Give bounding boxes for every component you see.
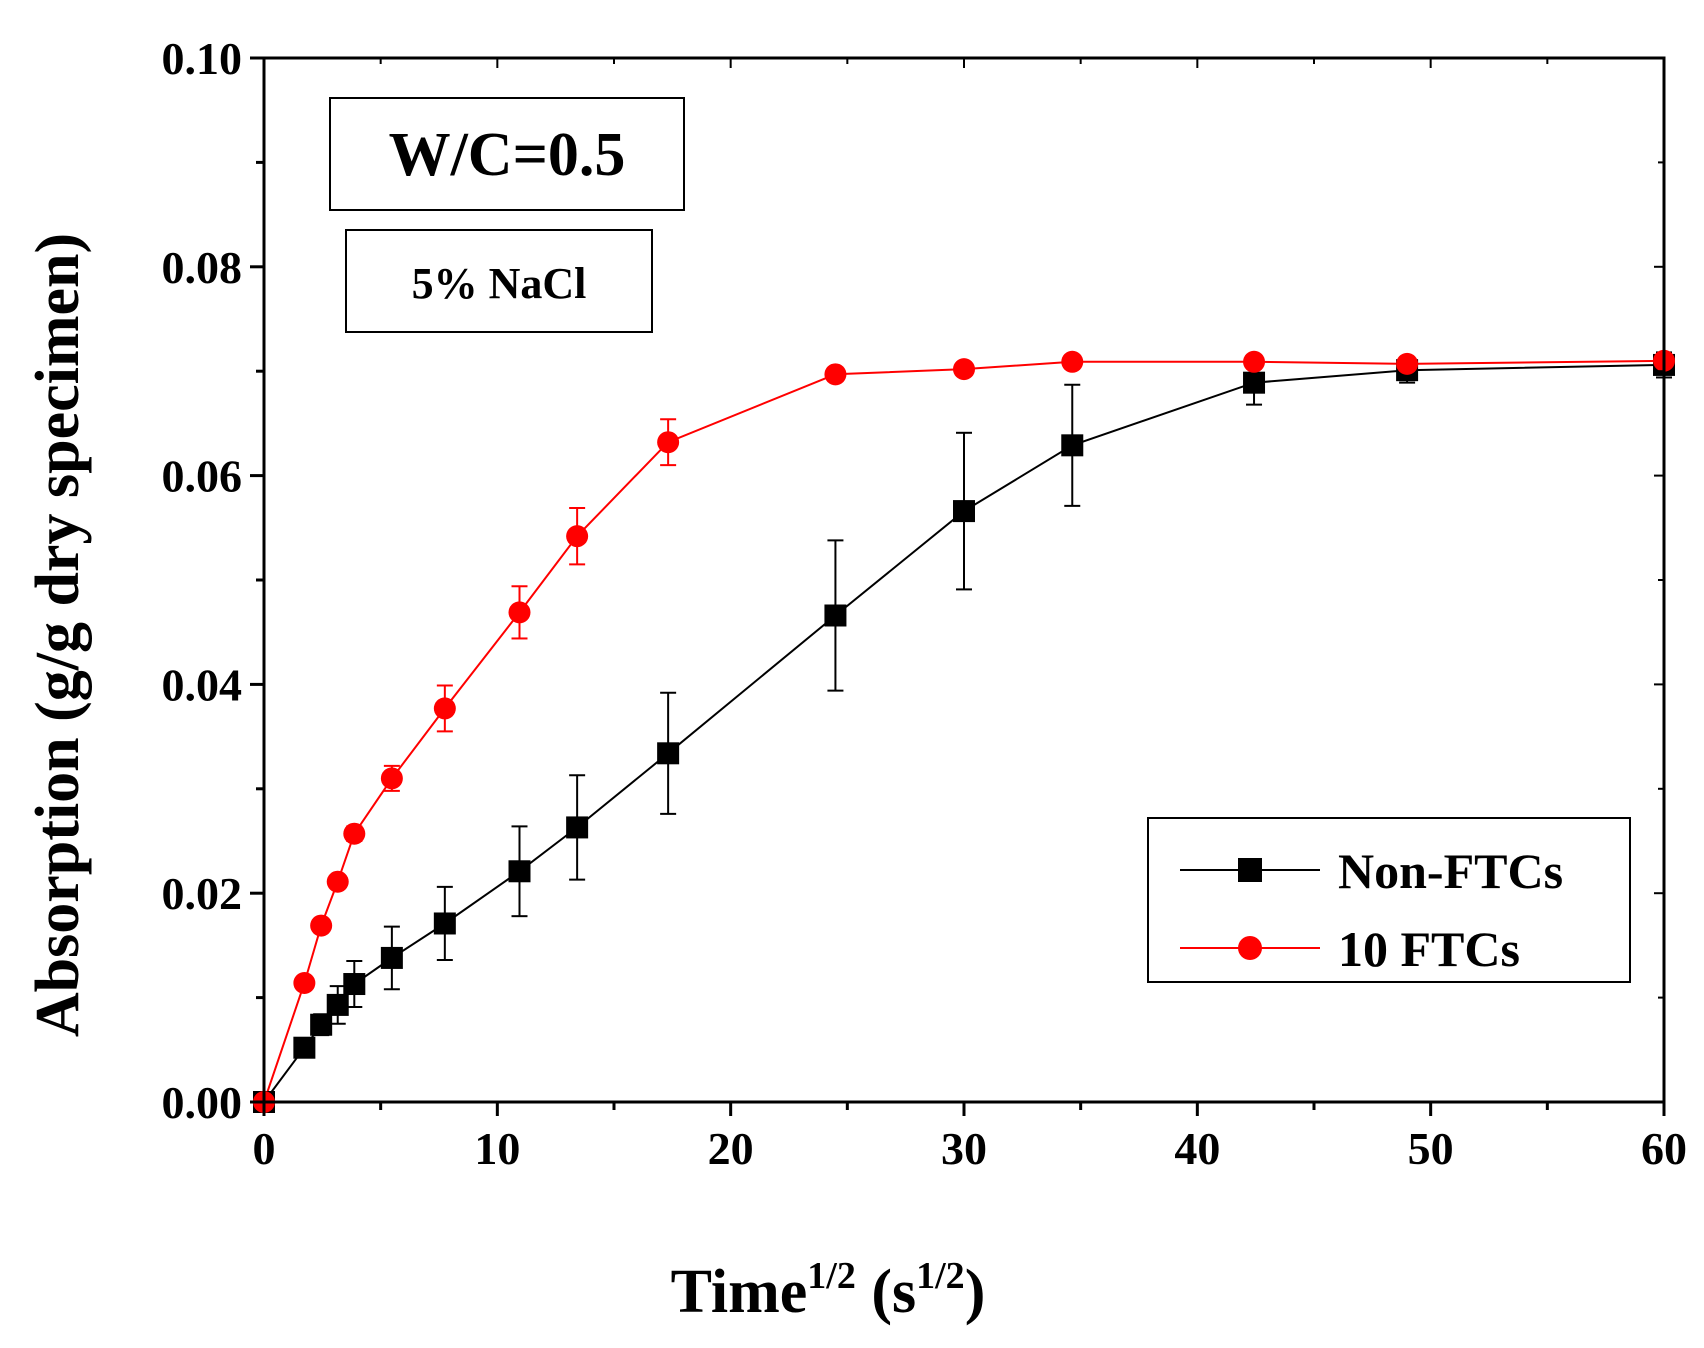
legend-marker-10-ftcs (1238, 936, 1262, 960)
point-10-ftcs (508, 601, 531, 624)
point-non-ftcs (508, 860, 531, 883)
point-10-ftcs (1243, 350, 1266, 373)
point-non-ftcs (566, 816, 589, 839)
point-non-ftcs (1243, 371, 1266, 394)
point-non-ftcs (1061, 434, 1084, 457)
data-markers (253, 349, 1675, 1113)
legend-label-non-ftcs: Non-FTCs (1338, 843, 1563, 899)
point-non-ftcs (953, 500, 975, 523)
x-axis-title: Time1/2 (s1/2) (671, 1255, 986, 1326)
point-10-ftcs (343, 822, 366, 845)
point-10-ftcs (566, 525, 589, 548)
x-tick-label: 60 (1641, 1123, 1687, 1174)
point-10-ftcs (1396, 352, 1419, 375)
point-non-ftcs (824, 604, 847, 627)
point-non-ftcs (343, 973, 366, 996)
point-10-ftcs (293, 971, 316, 994)
x-axis-title-main: Time (671, 1258, 808, 1326)
y-axis-title: Absorption (g/g dry specimen) (24, 233, 92, 1037)
annotation-nacl: 5% NaCl (412, 259, 587, 308)
x-tick-label: 0 (253, 1123, 276, 1174)
x-axis-title-sup: 1/2 (807, 1255, 856, 1297)
x-axis-title-unit: (s (856, 1258, 916, 1326)
x-axis-ticks: 0 10 20 30 40 50 60 (253, 58, 1687, 1174)
point-non-ftcs (293, 1036, 316, 1059)
x-tick-label: 10 (474, 1123, 520, 1174)
x-axis-title-close: ) (965, 1258, 986, 1326)
x-axis-title-unit-sup: 1/2 (916, 1255, 965, 1297)
series-line-10-ftcs (263, 359, 1665, 1103)
point-non-ftcs (657, 742, 680, 765)
point-10-ftcs (310, 914, 333, 937)
legend: Non-FTCs 10 FTCs (1147, 817, 1631, 983)
legend-marker-non-ftcs (1238, 858, 1262, 882)
point-10-ftcs (824, 363, 847, 386)
point-10-ftcs (380, 767, 403, 790)
point-10-ftcs (326, 870, 349, 893)
point-non-ftcs (310, 1013, 333, 1036)
point-10-ftcs (657, 431, 680, 454)
legend-box (1147, 817, 1631, 983)
y-axis-ticks: 0.00 0.02 0.04 0.06 0.08 0.10 (162, 33, 1664, 1128)
x-tick-label: 30 (941, 1123, 987, 1174)
point-10-ftcs (433, 697, 456, 720)
y-tick-label: 0.00 (162, 1077, 243, 1128)
point-10-ftcs (953, 358, 975, 381)
x-tick-label: 50 (1408, 1123, 1454, 1174)
y-tick-label: 0.04 (162, 659, 243, 710)
point-non-ftcs (433, 912, 456, 935)
x-tick-label: 40 (1174, 1123, 1220, 1174)
point-non-ftcs (326, 993, 349, 1016)
point-10-ftcs (1061, 350, 1084, 373)
legend-label-10-ftcs: 10 FTCs (1338, 921, 1520, 977)
y-tick-label: 0.10 (162, 33, 243, 84)
y-tick-label: 0.02 (162, 868, 243, 919)
point-non-ftcs (380, 946, 403, 969)
x-tick-label: 20 (708, 1123, 754, 1174)
y-tick-label: 0.08 (162, 242, 243, 293)
annotation-box-nacl (345, 229, 653, 333)
annotation-box-wc (329, 97, 685, 211)
annotation-wc: W/C=0.5 (389, 121, 626, 189)
y-tick-label: 0.06 (162, 451, 243, 502)
